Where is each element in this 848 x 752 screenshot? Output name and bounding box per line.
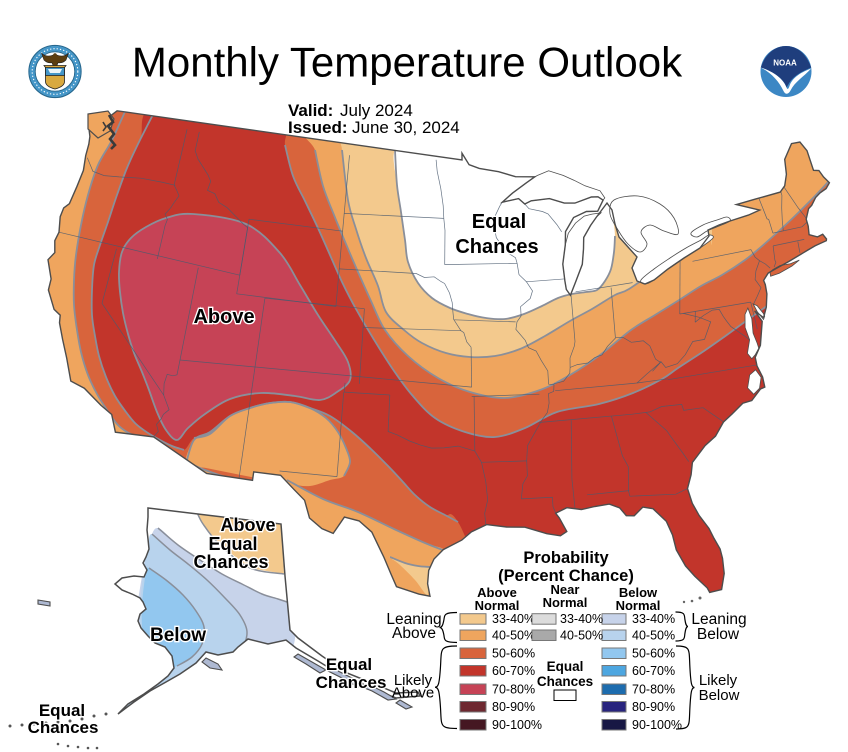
- svg-text:60-70%: 60-70%: [632, 664, 675, 678]
- svg-text:Above: Above: [220, 515, 275, 535]
- svg-text:Below: Below: [619, 585, 658, 600]
- svg-text:Normal: Normal: [475, 598, 520, 613]
- svg-text:Below: Below: [150, 625, 206, 646]
- svg-text:Leaning: Leaning: [691, 611, 746, 628]
- svg-text:33-40%: 33-40%: [632, 612, 675, 626]
- svg-text:Below: Below: [697, 626, 740, 643]
- svg-text:Normal: Normal: [616, 598, 661, 613]
- svg-text:Equal: Equal: [208, 534, 257, 554]
- svg-text:80-90%: 80-90%: [492, 700, 535, 714]
- svg-text:Equal: Equal: [547, 659, 584, 674]
- svg-text:80-90%: 80-90%: [632, 700, 675, 714]
- svg-text:50-60%: 50-60%: [492, 647, 535, 661]
- svg-text:33-40%: 33-40%: [492, 612, 535, 626]
- svg-text:Below: Below: [699, 687, 740, 704]
- svg-text:Leaning: Leaning: [386, 611, 441, 628]
- svg-text:Equal: Equal: [326, 655, 372, 674]
- svg-text:90-100%: 90-100%: [492, 718, 542, 732]
- svg-text:33-40%: 33-40%: [560, 612, 603, 626]
- svg-text:50-60%: 50-60%: [632, 647, 675, 661]
- svg-text:Above: Above: [477, 585, 517, 600]
- svg-text:Likely: Likely: [394, 672, 433, 689]
- svg-text:40-50%: 40-50%: [492, 629, 535, 643]
- svg-text:Valid:: Valid:: [288, 101, 333, 120]
- svg-text:Issued:: Issued:: [288, 118, 348, 137]
- svg-text:Chances: Chances: [455, 236, 538, 258]
- svg-text:Chances: Chances: [537, 674, 593, 689]
- svg-text:40-50%: 40-50%: [632, 629, 675, 643]
- svg-text:NOAA: NOAA: [773, 59, 797, 68]
- svg-text:60-70%: 60-70%: [492, 664, 535, 678]
- svg-text:Normal: Normal: [543, 595, 588, 610]
- svg-text:Probability: Probability: [523, 549, 609, 567]
- svg-text:Chances: Chances: [193, 552, 268, 572]
- svg-text:90-100%: 90-100%: [632, 718, 682, 732]
- svg-text:July 2024: July 2024: [340, 101, 413, 120]
- svg-text:June 30, 2024: June 30, 2024: [352, 118, 460, 137]
- svg-text:Equal: Equal: [39, 701, 85, 720]
- svg-text:Chances: Chances: [28, 718, 99, 737]
- svg-text:40-50%: 40-50%: [560, 629, 603, 643]
- svg-text:Equal: Equal: [472, 211, 526, 233]
- svg-text:(Percent Chance): (Percent Chance): [498, 567, 634, 585]
- svg-text:Near: Near: [551, 582, 580, 597]
- svg-text:Likely: Likely: [699, 672, 738, 689]
- svg-text:Chances: Chances: [316, 673, 387, 692]
- svg-text:Above: Above: [392, 685, 435, 702]
- svg-text:Above: Above: [193, 306, 254, 328]
- svg-text:Monthly Temperature Outlook: Monthly Temperature Outlook: [132, 39, 683, 86]
- svg-text:70-80%: 70-80%: [632, 683, 675, 697]
- svg-text:Above: Above: [392, 625, 436, 642]
- svg-text:70-80%: 70-80%: [492, 683, 535, 697]
